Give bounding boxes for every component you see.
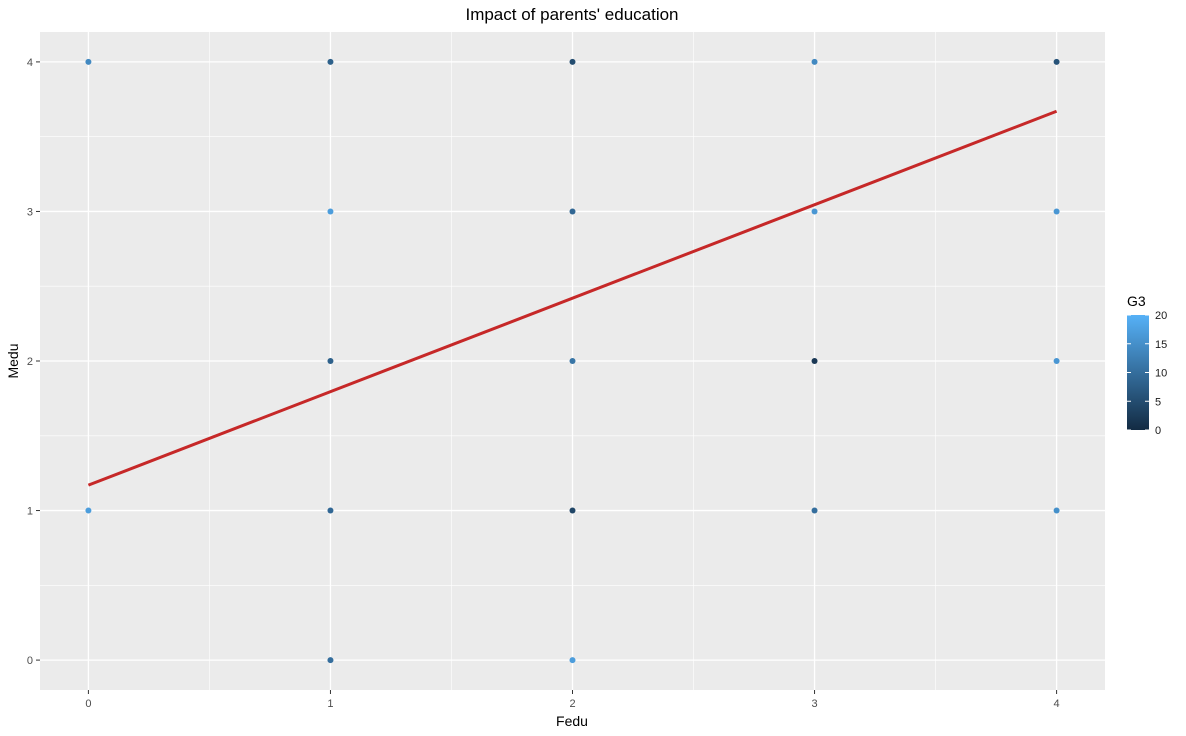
data-point [569, 358, 576, 364]
x-tick-label: 1 [327, 698, 333, 710]
data-point [1053, 358, 1060, 364]
data-point [811, 58, 818, 65]
data-point [569, 58, 576, 65]
data-point [811, 208, 818, 215]
x-tick-label: 2 [569, 698, 575, 710]
data-point [327, 507, 334, 514]
legend-label: 10 [1155, 368, 1167, 380]
data-point [1053, 208, 1060, 215]
data-point [327, 58, 334, 65]
y-tick-label: 4 [27, 57, 33, 69]
legend-ticks: 0 5 10 15 20 [1127, 310, 1167, 437]
data-point [569, 208, 576, 215]
data-point [1053, 507, 1060, 514]
data-point [569, 657, 576, 664]
data-point [811, 358, 818, 364]
x-tick-label: 0 [85, 698, 91, 710]
data-point [85, 58, 92, 65]
legend-label: 15 [1155, 339, 1167, 351]
data-point [1053, 58, 1060, 65]
x-axis: 0 1 2 3 4 [85, 690, 1060, 710]
data-point [327, 208, 334, 215]
legend-label: 20 [1155, 310, 1167, 322]
data-point [85, 507, 92, 514]
legend-label: 5 [1155, 396, 1161, 408]
y-tick-label: 3 [27, 206, 33, 218]
data-point [327, 358, 334, 364]
y-tick-label: 1 [27, 506, 33, 518]
y-tick-label: 2 [27, 356, 33, 368]
y-axis: 0 1 2 3 4 [27, 57, 40, 667]
data-point [811, 507, 818, 514]
y-axis-title: Medu [5, 343, 21, 378]
x-tick-label: 3 [811, 698, 817, 710]
legend-label: 0 [1155, 425, 1161, 437]
x-tick-label: 4 [1054, 698, 1060, 710]
data-point [569, 507, 576, 514]
x-axis-title: Fedu [556, 713, 588, 729]
data-point [327, 657, 334, 664]
chart-title: Impact of parents' education [465, 5, 678, 24]
color-legend: G3 0 5 10 15 20 [1127, 293, 1167, 437]
y-tick-label: 0 [27, 655, 33, 667]
trend-line [87, 109, 1058, 487]
data-points [85, 58, 1060, 664]
legend-colorbar [1127, 315, 1149, 430]
legend-title: G3 [1127, 293, 1146, 309]
